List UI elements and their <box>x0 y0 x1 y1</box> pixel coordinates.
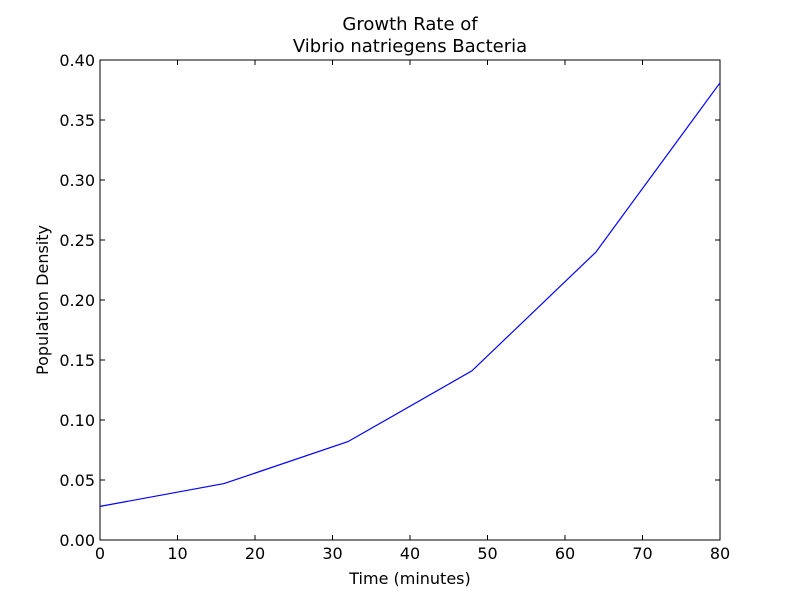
x-axis-label: Time (minutes) <box>348 569 471 588</box>
x-tick-label: 0 <box>95 544 105 563</box>
series-line-0 <box>99 82 721 507</box>
x-tick-label: 60 <box>555 544 575 563</box>
y-tick-label: 0.05 <box>59 471 95 490</box>
x-tick-label: 40 <box>400 544 420 563</box>
plot-area: 0 10 20 30 40 50 60 70 80 0.00 0.05 0.10 0.15 0.20 0.2… <box>59 51 730 563</box>
x-tick-label: 10 <box>167 544 187 563</box>
y-tick-label: 0.15 <box>59 351 95 370</box>
y-tick-label: 0.10 <box>59 411 95 430</box>
y-tick-label: 0.25 <box>59 231 95 250</box>
chart-title-line-2: Vibrio natriegens Bacteria <box>293 36 527 57</box>
y-tick-label: 0.30 <box>59 171 95 190</box>
y-tick-label: 0.35 <box>59 111 95 130</box>
y-tick-label: 0.40 <box>59 51 95 70</box>
x-tick-label: 20 <box>245 544 265 563</box>
y-axis-label: Population Density <box>33 225 52 375</box>
x-tick-label: 30 <box>322 544 342 563</box>
chart-title-line-1: Growth Rate of <box>342 14 478 35</box>
y-tick-label: 0.00 <box>59 531 95 550</box>
x-tick-label: 50 <box>477 544 497 563</box>
plot-frame <box>99 59 721 541</box>
x-tick-label: 80 <box>710 544 730 563</box>
x-tick-label: 70 <box>632 544 652 563</box>
y-tick-label: 0.20 <box>59 291 95 310</box>
